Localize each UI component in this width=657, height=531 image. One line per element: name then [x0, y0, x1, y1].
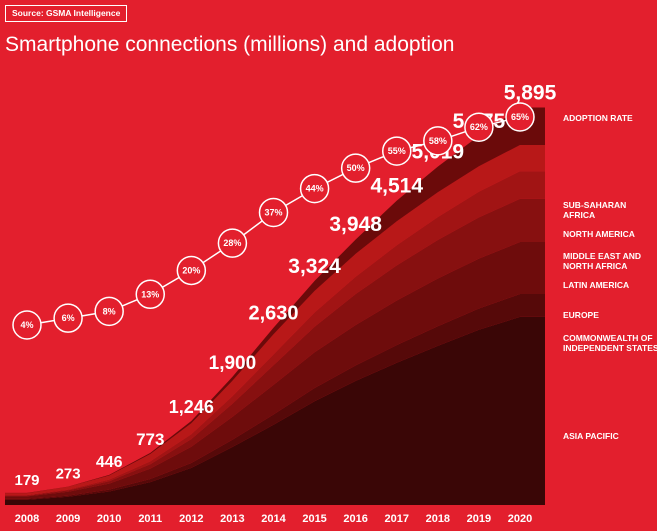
adoption-rate-marker-2011	[135, 279, 165, 310]
legend-europe: EUROPE	[563, 310, 599, 320]
adoption-rate-marker-2018	[423, 126, 453, 156]
adoption-rate-label-2011: 13%	[141, 289, 159, 299]
x-tick-2009: 2009	[56, 513, 80, 525]
adoption-rate-label-2018: 58%	[429, 136, 447, 146]
area-commonwealth-of-independent-states	[5, 294, 545, 500]
x-tick-2020: 2020	[508, 513, 532, 525]
total-label-2010: 446	[96, 454, 123, 471]
total-label-2008: 179	[14, 472, 39, 489]
total-label-2013: 1,900	[209, 353, 257, 374]
adoption-rate-marker-2015	[299, 173, 330, 204]
total-label-2011: 773	[136, 430, 164, 449]
x-tick-2012: 2012	[179, 513, 203, 525]
total-label-2015: 3,324	[288, 255, 341, 278]
adoption-rate-label-2014: 37%	[264, 207, 282, 217]
total-label-2012: 1,246	[169, 397, 214, 417]
adoption-rate-label-2008: 4%	[20, 320, 33, 330]
adoption-rate-label-2020: 65%	[511, 112, 529, 122]
source-label: Source: GSMA Intelligence	[5, 5, 128, 22]
x-tick-2019: 2019	[467, 513, 491, 525]
adoption-rate-label-2009: 6%	[62, 313, 75, 323]
total-label-2020: 5,895	[504, 82, 557, 105]
adoption-rate-marker-2020	[505, 102, 535, 132]
x-tick-2014: 2014	[261, 513, 286, 525]
x-tick-2017: 2017	[385, 513, 409, 525]
legend-asia-pacific: ASIA PACIFIC	[563, 431, 619, 441]
adoption-rate-marker-2010	[94, 296, 124, 327]
adoption-rate-label-2019: 62%	[470, 122, 488, 132]
adoption-rate-marker-2016	[340, 153, 371, 183]
adoption-rate-marker-2008	[12, 310, 42, 340]
area-latin-america	[5, 198, 545, 497]
area-sub-saharan-africa	[5, 107, 545, 494]
x-tick-2008: 2008	[15, 513, 39, 525]
legend-sub-saharan-africa: SUB-SAHARAN AFRICA	[563, 200, 626, 220]
legend-commonwealth-of-independent-states: COMMONWEALTH OF INDEPENDENT STATES	[563, 333, 657, 353]
area-middle-east-and-north-africa	[5, 171, 545, 496]
total-label-2017: 4,514	[370, 175, 423, 198]
x-tick-2015: 2015	[302, 513, 326, 525]
adoption-rate-marker-2019	[464, 112, 494, 142]
area-europe	[5, 242, 545, 499]
legend-adoption-rate: ADOPTION RATE	[563, 113, 633, 123]
legend-middle-east-and-north-africa: MIDDLE EAST AND NORTH AFRICA	[563, 251, 641, 271]
total-label-2009: 273	[56, 466, 81, 483]
x-tick-2010: 2010	[97, 513, 121, 525]
adoption-rate-label-2010: 8%	[103, 306, 116, 316]
area-north-america	[5, 145, 545, 496]
x-tick-2016: 2016	[343, 513, 367, 525]
adoption-rate-label-2017: 55%	[388, 146, 406, 156]
total-label-2016: 3,948	[329, 213, 382, 236]
legend-latin-america: LATIN AMERICA	[563, 280, 629, 290]
adoption-rate-marker-2009	[53, 303, 83, 333]
adoption-rate-label-2015: 44%	[306, 184, 324, 194]
chart-title: Smartphone connections (millions) and ad…	[5, 33, 455, 56]
x-tick-2011: 2011	[138, 513, 162, 525]
area-asia-pacific	[5, 316, 545, 505]
adoption-rate-marker-2013	[217, 228, 248, 258]
x-tick-2018: 2018	[426, 513, 450, 525]
adoption-rate-label-2016: 50%	[347, 163, 365, 173]
adoption-rate-marker-2012	[176, 255, 207, 286]
adoption-rate-marker-2017	[382, 136, 412, 166]
legend-north-america: NORTH AMERICA	[563, 229, 635, 239]
adoption-rate-label-2012: 20%	[182, 265, 200, 275]
total-label-2014: 2,630	[248, 303, 298, 325]
adoption-rate-marker-2014	[258, 197, 289, 228]
adoption-rate-label-2013: 28%	[223, 238, 241, 248]
x-tick-2013: 2013	[220, 513, 244, 525]
